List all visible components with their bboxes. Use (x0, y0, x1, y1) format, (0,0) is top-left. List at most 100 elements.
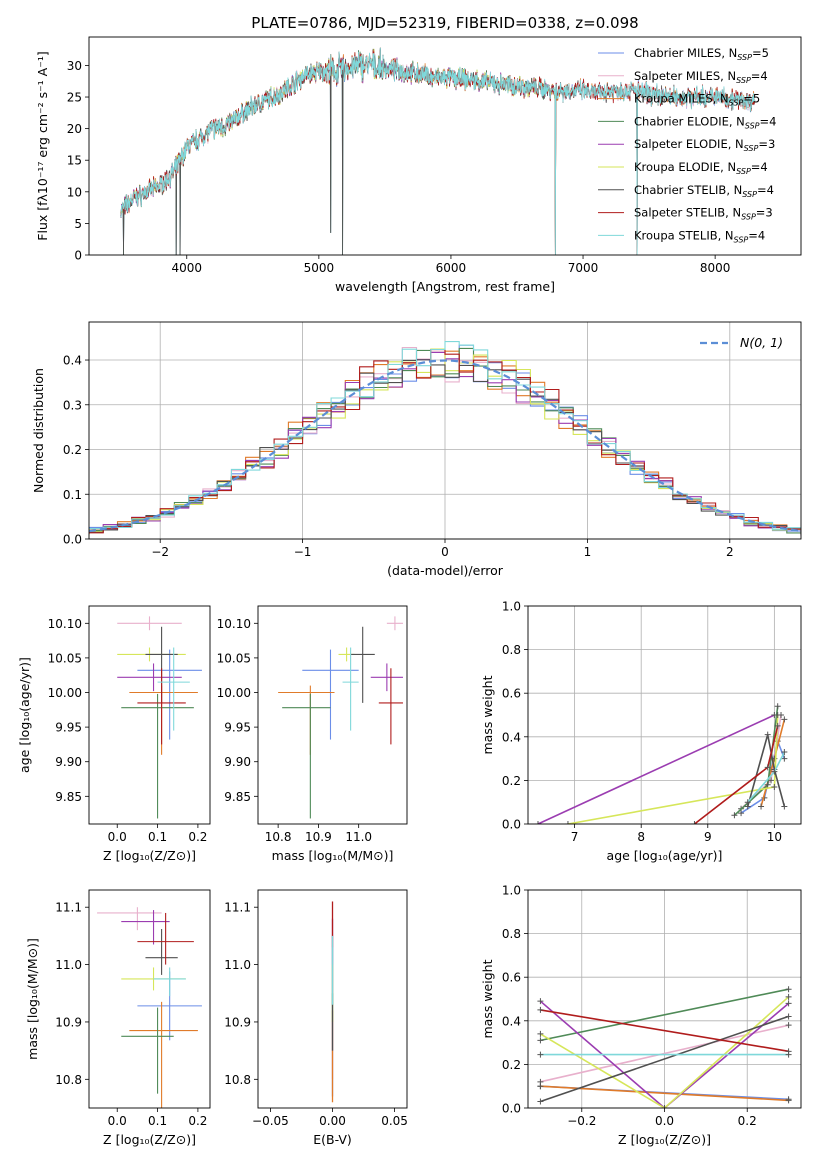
mass-weight-marker (781, 803, 788, 810)
weight-vs-Z-plot-area (537, 986, 792, 1108)
mass-weight-marker (785, 1000, 792, 1007)
y-tick-label: 0.1 (63, 488, 82, 502)
y-tick-label: 9.85 (224, 790, 251, 804)
mass-weight-marker (537, 1098, 544, 1105)
age-vs-mass-axes-frame (257, 605, 408, 825)
weight-vs-Z-axes-frame (527, 889, 802, 1109)
y-tick-label: 0.4 (502, 1014, 521, 1028)
legend-entry: Kroupa MILES, NSSP=5 (634, 92, 760, 108)
mass-weight-marker (564, 821, 571, 824)
x-tick-label: 2 (726, 545, 734, 559)
mass-weight-line (537, 714, 775, 824)
mass-weight-line (540, 988, 789, 1042)
legend-entry: Kroupa ELODIE, NSSP=4 (634, 160, 768, 176)
x-tick-label: 11.0 (345, 830, 372, 844)
legend-entry: Salpeter ELODIE, NSSP=3 (634, 137, 775, 153)
mass-weight-line (539, 996, 790, 1108)
y-tick-label: 10 (67, 185, 82, 199)
y-tick-label: 10.10 (48, 617, 82, 631)
y-tick-label: 0.4 (63, 354, 82, 368)
age-vs-Z-y-axis-label: age [log₁₀(age/yr)] (17, 657, 32, 773)
y-tick-label: 0.4 (502, 730, 521, 744)
mass-weight-line (540, 1085, 789, 1102)
y-tick-label: 20 (67, 122, 82, 136)
age-vs-Z-x-axis-label: Z [log₁₀(Z/Z⊙)] (103, 848, 196, 863)
y-tick-label: 0 (74, 249, 82, 263)
mass-weight-marker (537, 1037, 544, 1044)
legend-entry: N(0, 1) (740, 335, 783, 350)
y-tick-label: 9.85 (55, 790, 82, 804)
y-tick-label: 0.2 (502, 1058, 521, 1072)
weight-vs-age-y-axis-label: mass weight (480, 675, 495, 754)
legend-entry: Kroupa STELIB, NSSP=4 (634, 228, 765, 244)
weight-vs-Z-panel: −0.2 0.0 0.2 0.0 0.2 0.4 0.6 0.8 1.0 Z [log₁₀(Z/Z… (480, 884, 802, 1147)
weight-vs-Z-x-axis-label: Z [log₁₀(Z/Z⊙)] (618, 1132, 711, 1147)
mass-weight-marker (785, 1022, 792, 1029)
mass-weight-marker (534, 821, 541, 824)
y-tick-label: 10.8 (224, 1073, 251, 1087)
residuals-panel: −2 −1 0 1 2 0.0 0.1 0.2 0.3 0.4 (data-model)/error… (31, 321, 802, 578)
y-tick-label: 1.0 (502, 884, 521, 898)
mass-weight-marker (781, 716, 788, 723)
y-tick-label: 9.95 (224, 721, 251, 735)
mass-weight-marker (771, 768, 778, 775)
age-vs-mass-x-axis-label: mass [log₁₀(M/M⊙)] (272, 848, 394, 863)
y-tick-label: 0.6 (502, 971, 521, 985)
mass-weight-marker (661, 1105, 668, 1108)
y-tick-label: 0.0 (502, 818, 521, 832)
spectrum-x-axis-label: wavelength [Angstrom, rest frame] (335, 279, 555, 294)
mass-weight-marker (731, 812, 738, 819)
spectrum-plot-area (120, 47, 756, 255)
y-tick-label: 10.9 (55, 1015, 82, 1029)
x-tick-label: 1 (584, 545, 592, 559)
mass-vs-Z-y-axis-label: mass [log₁₀(M/M⊙)] (25, 938, 40, 1060)
y-tick-label: 10.9 (224, 1015, 251, 1029)
spectrum-panel: 4000 5000 6000 7000 8000 0 5 10 15 20 25 30 waveleng… (35, 36, 802, 294)
legend-entry: Chabrier MILES, NSSP=5 (634, 46, 769, 62)
x-tick-label: −0.05 (252, 1114, 289, 1128)
x-tick-label: 0.1 (148, 830, 167, 844)
x-tick-label: 0.00 (319, 1114, 346, 1128)
y-tick-label: 10.00 (217, 686, 251, 700)
y-tick-label: 10.10 (217, 617, 251, 631)
y-tick-label: 1.0 (502, 600, 521, 614)
mass-weight-marker (785, 986, 792, 993)
mass-weight-marker (537, 1083, 544, 1090)
mass-weight-marker (774, 722, 781, 729)
x-tick-label: 7000 (568, 261, 599, 275)
mass-vs-Z-axes-frame (88, 889, 211, 1109)
weight-vs-age-plot-area (534, 703, 788, 824)
residual-histogram-step (89, 349, 801, 535)
mass-weight-line (540, 1015, 789, 1103)
age-vs-Z-plot-area (117, 616, 202, 819)
x-tick-label: 4000 (171, 261, 202, 275)
mass-weight-line (540, 1009, 789, 1053)
y-tick-label: 11.0 (224, 958, 251, 972)
x-tick-label: −1 (294, 545, 312, 559)
mass-vs-EBV-x-axis-label: E(B-V) (313, 1132, 352, 1147)
x-tick-label: 0.0 (108, 830, 127, 844)
age-vs-mass-plot-area (278, 616, 403, 819)
weight-vs-age-panel: 7 8 9 10 0.0 0.2 0.4 0.6 0.8 1.0 age [log₁₀(age/yr… (480, 600, 802, 863)
mass-vs-Z-plot-area (97, 907, 202, 1108)
mass-vs-EBV-axes-frame (257, 889, 408, 1109)
mass-weight-marker (785, 1051, 792, 1058)
figure-title: PLATE=0786, MJD=52319, FIBERID=0338, z=0… (251, 14, 638, 32)
normal-reference-curve (89, 359, 801, 533)
y-tick-label: 0.6 (502, 687, 521, 701)
mass-weight-marker (537, 1006, 544, 1013)
y-tick-label: 25 (67, 91, 82, 105)
age-vs-Z-axes-frame (88, 605, 211, 825)
y-tick-label: 0.8 (502, 643, 521, 657)
y-tick-label: 9.90 (224, 755, 251, 769)
mass-weight-marker (781, 749, 788, 756)
legend-entry: Salpeter STELIB, NSSP=3 (634, 206, 773, 222)
legend-entry: Chabrier STELIB, NSSP=4 (634, 183, 774, 199)
x-tick-label: 0.0 (108, 1114, 127, 1128)
x-tick-label: 0.2 (188, 1114, 207, 1128)
y-tick-label: 0.0 (502, 1102, 521, 1116)
y-tick-label: 0.3 (63, 398, 82, 412)
mass-weight-marker (774, 712, 781, 718)
mass-weight-marker (764, 781, 771, 788)
x-tick-label: 0.1 (148, 1114, 167, 1128)
